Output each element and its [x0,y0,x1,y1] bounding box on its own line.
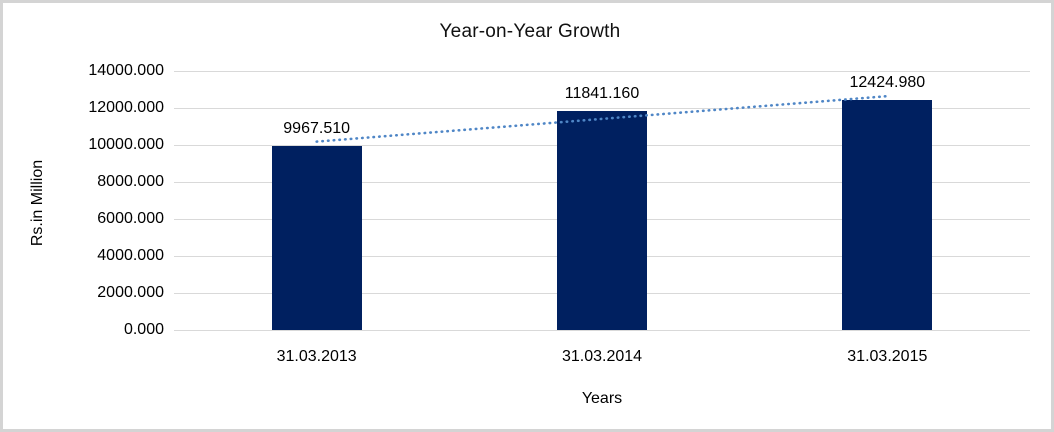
x-axis-title: Years [581,390,623,407]
bar-value-label: 12424.980 [849,74,926,92]
bar-value-label: 11841.160 [564,84,640,102]
y-axis-tick-label: 6000.000 [97,210,164,227]
bar-value-label: 9967.510 [283,119,351,137]
x-axis-tick-label: 31.03.2014 [561,348,643,365]
y-axis-tick-label: 12000.000 [88,99,164,116]
y-gridline [174,329,1030,331]
bar-31.03.2013 [271,145,362,330]
y-axis-tick-label: 8000.000 [97,173,164,190]
y-gridline [174,70,1030,72]
y-axis-tick-label: 4000.000 [97,247,164,264]
y-axis-tick-label: 10000.000 [88,136,164,153]
bar-31.03.2015 [842,100,933,330]
bar-31.03.2014 [557,110,647,330]
chart-title: Year-on-Year Growth [439,21,621,42]
x-axis-tick-label: 31.03.2015 [847,348,928,365]
y-axis-tick-label: 0.000 [123,321,164,338]
x-axis-tick-label: 31.03.2013 [276,348,357,365]
y-axis-tick-label: 2000.000 [97,284,164,301]
y-axis-tick-label: 14000.000 [88,62,164,79]
